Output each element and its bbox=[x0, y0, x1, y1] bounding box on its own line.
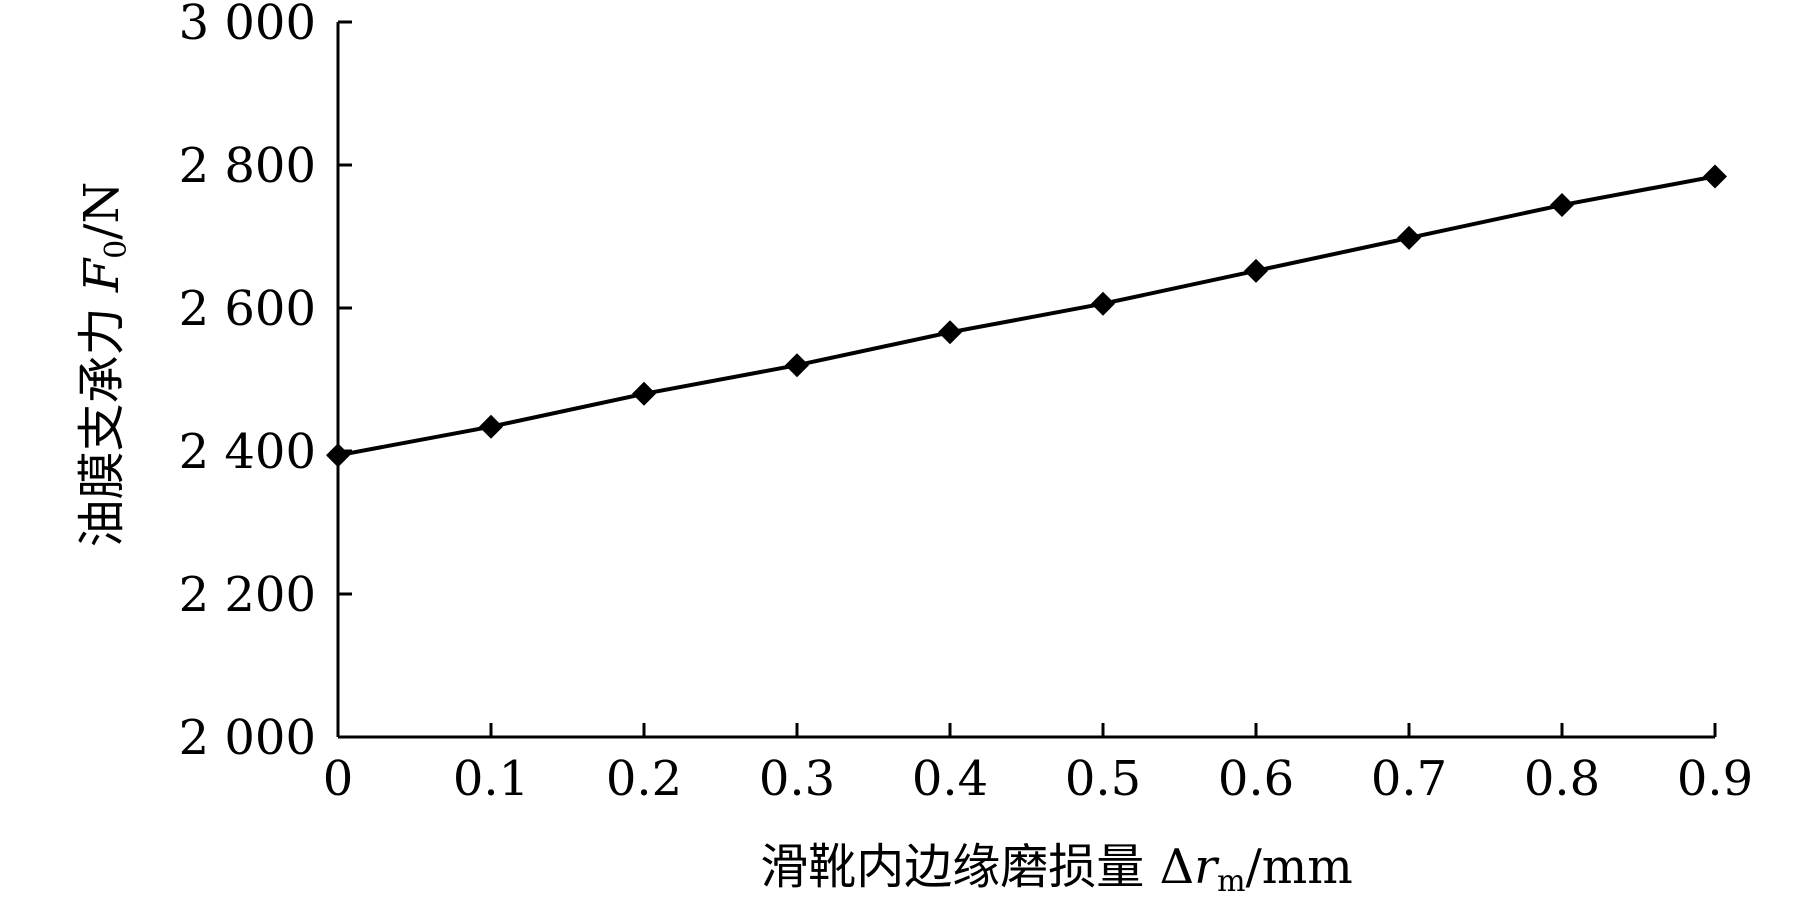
x-tick-label: 0.2 bbox=[606, 751, 682, 807]
series-group bbox=[326, 164, 1727, 468]
y-tick-label: 2 200 bbox=[179, 567, 316, 623]
x-tick-label: 0.4 bbox=[912, 751, 988, 807]
data-point-marker bbox=[1550, 193, 1574, 218]
x-axis-title: 滑靴内边缘磨损量 Δrm/mm bbox=[760, 839, 1353, 897]
data-point-marker bbox=[785, 353, 809, 378]
data-point-marker bbox=[632, 381, 656, 406]
x-axis-title-unit: /mm bbox=[1246, 839, 1353, 895]
x-tick-label: 0.6 bbox=[1218, 751, 1294, 807]
data-point-marker bbox=[1397, 225, 1421, 250]
x-tick-label: 0.5 bbox=[1065, 751, 1141, 807]
data-point-marker bbox=[1244, 258, 1268, 283]
x-tick-label: 0.3 bbox=[759, 751, 835, 807]
y-axis-title-unit: /N bbox=[74, 182, 130, 240]
y-tick-label: 2 600 bbox=[179, 281, 316, 337]
data-point-marker bbox=[479, 414, 503, 439]
x-tick-label: 0.7 bbox=[1371, 751, 1447, 807]
y-tick-label: 2 400 bbox=[179, 424, 316, 480]
x-tick-label: 0.1 bbox=[453, 751, 529, 807]
y-tick-label: 2 000 bbox=[179, 710, 316, 766]
x-axis-title-subscript: m bbox=[1217, 864, 1245, 897]
x-tick-label: 0.8 bbox=[1524, 751, 1600, 807]
series-line bbox=[337, 174, 1716, 458]
data-point-marker bbox=[326, 443, 350, 468]
x-axis-ticks: 0 0.1 0.2 0.3 0.4 0.5 0.6 0.7 0.8 0.9 bbox=[323, 723, 1753, 807]
x-tick-label: 0 bbox=[323, 751, 354, 807]
x-axis-title-prefix: 滑靴内边缘磨损量 bbox=[760, 839, 1159, 895]
y-tick-label: 3 000 bbox=[179, 0, 316, 51]
y-axis-title-symbol: F bbox=[74, 257, 130, 293]
data-point-marker bbox=[938, 320, 962, 345]
y-axis-title: 油膜支承力 F0/N bbox=[74, 182, 134, 548]
x-axis-title-symbol: r bbox=[1194, 839, 1220, 895]
x-tick-label: 0.9 bbox=[1677, 751, 1753, 807]
data-point-marker bbox=[1703, 164, 1727, 189]
y-axis-title-subscript: 0 bbox=[99, 240, 134, 259]
x-axis-title-delta: Δ bbox=[1159, 839, 1194, 895]
y-tick-label: 2 800 bbox=[179, 138, 316, 194]
y-axis-title-prefix: 油膜支承力 bbox=[74, 292, 130, 547]
data-point-marker bbox=[1091, 291, 1115, 316]
y-axis-ticks: 2 000 2 200 2 400 2 600 2 800 3 000 bbox=[179, 0, 352, 766]
